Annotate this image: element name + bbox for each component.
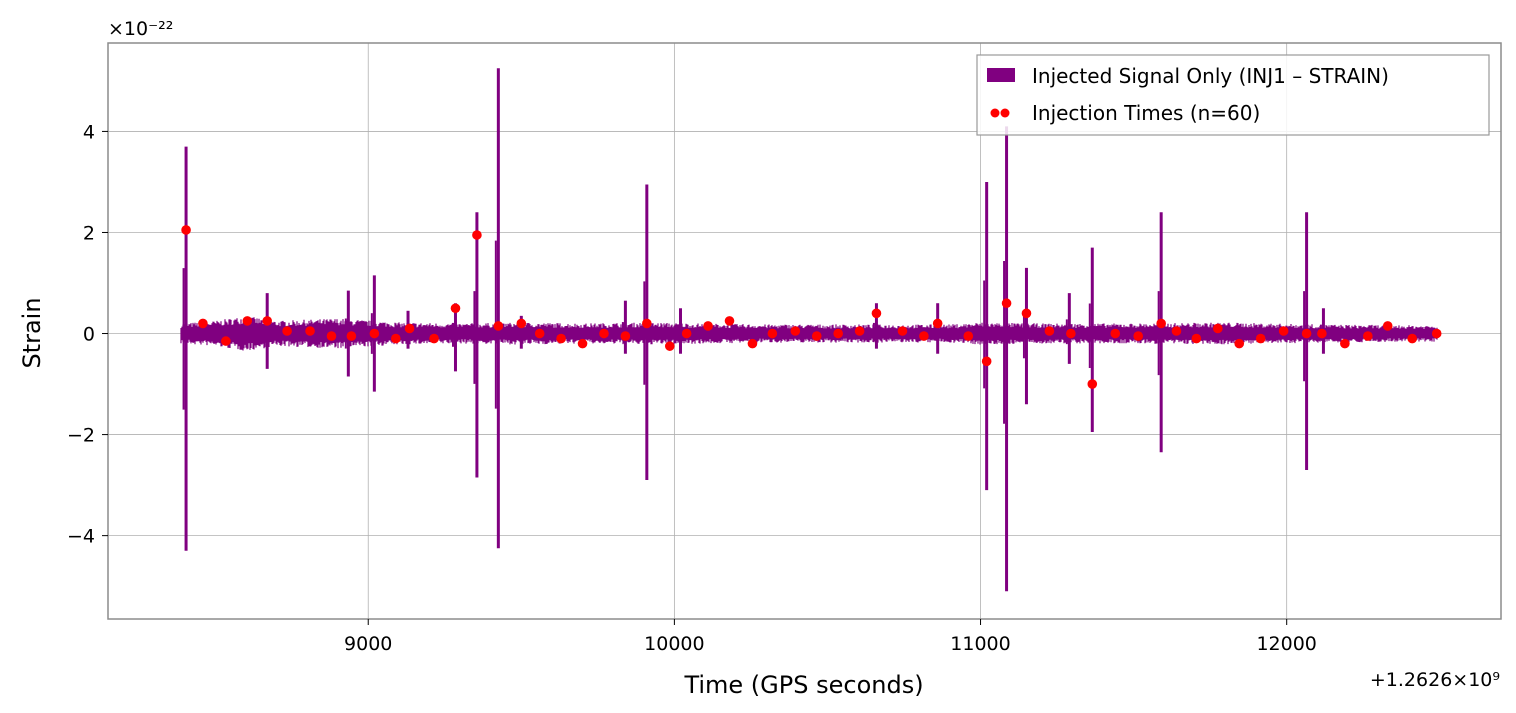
legend-signal-swatch (987, 68, 1015, 82)
x-tick-label: 10000 (644, 633, 704, 655)
injection-marker (262, 316, 273, 326)
x-tick-label: 11000 (950, 633, 1010, 655)
injection-marker (919, 331, 929, 341)
injection-marker (642, 318, 652, 329)
injection-marker (556, 333, 566, 344)
injection-marker (767, 328, 778, 339)
injection-marker (854, 326, 865, 336)
injection-marker (811, 331, 822, 341)
injection-marker (577, 338, 588, 349)
injection-marker (1110, 328, 1121, 339)
injection-marker (346, 331, 357, 341)
legend: Injected Signal Only (INJ1 – STRAIN) Inj… (976, 54, 1490, 136)
injection-marker (305, 326, 315, 336)
injection-marker (429, 333, 439, 344)
injection-marker (181, 225, 191, 235)
injection-marker (1191, 333, 1202, 344)
injection-marker (326, 331, 337, 341)
legend-injection-marker (1000, 108, 1010, 118)
injection-marker (198, 318, 208, 329)
injection-marker (450, 303, 461, 314)
injection-marker (871, 308, 882, 319)
injection-marker (1234, 338, 1245, 349)
injection-marker (620, 331, 631, 341)
injection-marker (1066, 328, 1076, 339)
injection-marker (369, 328, 380, 339)
injection-marker (1278, 326, 1289, 336)
injection-marker (897, 326, 908, 336)
y-tick-label: 4 (83, 121, 95, 143)
injection-marker (242, 316, 253, 326)
y-axis-title: Strain (18, 297, 46, 368)
axis-ticks: 9000 10000 11000 12000 −4 −2 0 2 4 (67, 121, 1317, 655)
x-tick-label: 12000 (1256, 633, 1316, 655)
injection-marker (1317, 328, 1327, 339)
injection-marker (516, 318, 527, 329)
injection-marker (390, 333, 401, 344)
injection-marker (747, 338, 758, 349)
injection-marker (724, 316, 735, 326)
injection-marker (1407, 333, 1418, 344)
injection-marker (1340, 338, 1350, 349)
injection-marker (1431, 328, 1442, 339)
injection-marker (1133, 331, 1144, 341)
injection-marker (1021, 308, 1032, 319)
legend-injection-label: Injection Times (n=60) (1032, 101, 1260, 125)
injection-marker (981, 356, 992, 367)
y-scale-label: ×10⁻²² (108, 18, 173, 40)
injection-marker (1156, 318, 1166, 329)
injection-marker (963, 331, 974, 341)
injection-marker (790, 326, 801, 336)
y-tick-label: −4 (67, 526, 95, 548)
injection-marker (282, 326, 292, 336)
injection-marker (404, 323, 415, 334)
x-tick-label: 9000 (344, 633, 392, 655)
injection-marker (1363, 331, 1373, 341)
injection-marker (1171, 326, 1182, 336)
y-tick-label: 2 (83, 222, 95, 244)
injection-marker (472, 230, 482, 240)
x-offset-label: +1.2626×10⁹ (1370, 669, 1500, 691)
injection-marker (1044, 326, 1055, 336)
injection-marker (703, 321, 713, 331)
injection-marker (681, 328, 692, 339)
injection-marker (932, 318, 943, 329)
injection-marker (1213, 323, 1223, 334)
legend-injection-marker (990, 108, 1000, 118)
legend-signal-label: Injected Signal Only (INJ1 – STRAIN) (1032, 64, 1389, 88)
x-axis-title: Time (GPS seconds) (683, 671, 923, 699)
injection-marker (493, 321, 504, 331)
injection-marker (221, 336, 231, 346)
injection-marker (1255, 333, 1266, 344)
injection-marker (534, 328, 545, 339)
injection-marker (1087, 379, 1098, 389)
y-tick-label: 0 (83, 324, 95, 346)
plot-frame (107, 42, 1502, 620)
injection-marker (664, 341, 675, 351)
injection-marker (599, 328, 609, 339)
plot-area (180, 68, 1442, 592)
y-tick-label: −2 (67, 425, 95, 447)
legend-frame (976, 54, 1490, 136)
injection-marker (1301, 328, 1312, 339)
injection-marker (833, 328, 843, 339)
injection-marker (1382, 321, 1393, 331)
injection-marker (1001, 298, 1012, 309)
